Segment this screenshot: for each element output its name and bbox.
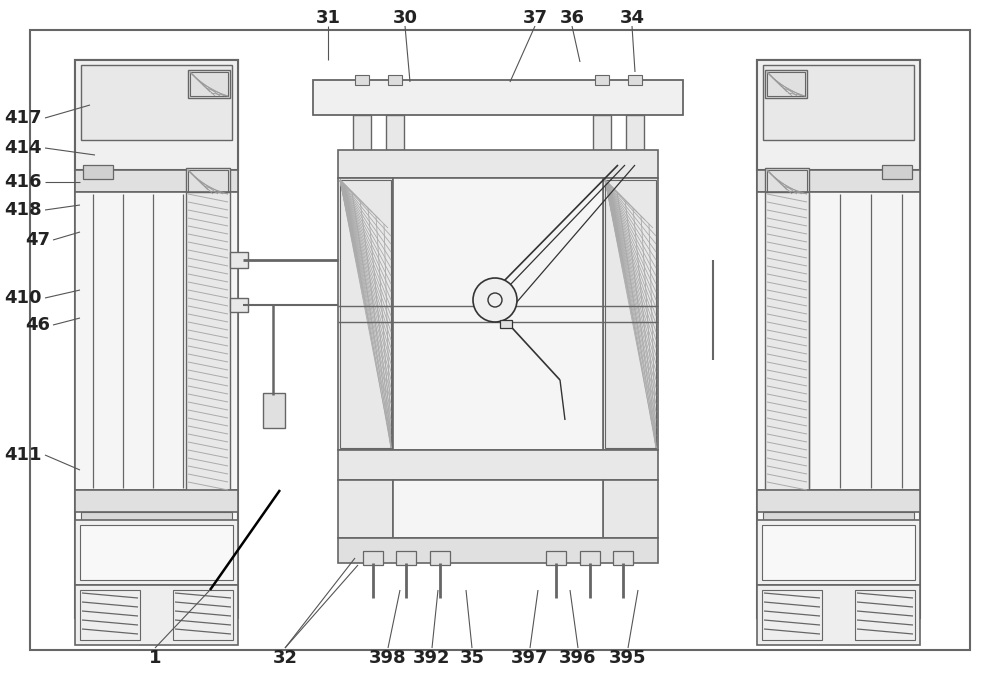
Bar bbox=[393, 480, 603, 538]
Text: 410: 410 bbox=[5, 289, 42, 307]
Text: 36: 36 bbox=[560, 9, 584, 27]
Bar bbox=[388, 75, 402, 85]
Bar bbox=[765, 168, 809, 196]
Bar bbox=[338, 480, 393, 538]
Bar bbox=[313, 80, 683, 115]
Bar bbox=[603, 178, 658, 450]
Bar bbox=[626, 115, 644, 150]
Bar bbox=[263, 393, 285, 428]
Text: 416: 416 bbox=[5, 173, 42, 191]
Text: 47: 47 bbox=[25, 231, 50, 249]
Text: 397: 397 bbox=[511, 649, 549, 667]
Bar bbox=[230, 298, 248, 312]
Bar bbox=[757, 60, 920, 618]
Bar bbox=[338, 450, 658, 480]
Bar bbox=[186, 168, 230, 196]
Text: 418: 418 bbox=[4, 201, 42, 219]
Bar bbox=[340, 180, 391, 448]
Bar bbox=[80, 525, 233, 580]
Bar bbox=[75, 170, 238, 192]
Bar bbox=[363, 551, 383, 565]
Bar bbox=[81, 65, 232, 140]
Bar bbox=[628, 75, 642, 85]
Bar bbox=[757, 170, 920, 192]
Text: 31: 31 bbox=[316, 9, 340, 27]
Text: 417: 417 bbox=[5, 109, 42, 127]
Bar bbox=[580, 551, 600, 565]
Bar bbox=[75, 192, 238, 490]
Bar bbox=[763, 512, 914, 520]
Bar bbox=[757, 520, 920, 585]
Bar bbox=[757, 490, 920, 512]
Text: 34: 34 bbox=[620, 9, 644, 27]
Text: 35: 35 bbox=[460, 649, 484, 667]
Bar bbox=[83, 165, 113, 179]
Text: 1: 1 bbox=[149, 649, 161, 667]
Bar bbox=[190, 72, 228, 96]
Circle shape bbox=[473, 278, 517, 322]
Bar bbox=[765, 70, 807, 98]
Bar bbox=[75, 490, 238, 512]
Bar bbox=[81, 512, 232, 520]
Bar bbox=[762, 525, 915, 580]
Bar bbox=[386, 115, 404, 150]
Bar bbox=[338, 178, 393, 450]
Text: 396: 396 bbox=[559, 649, 597, 667]
Bar bbox=[80, 590, 140, 640]
Bar bbox=[882, 165, 912, 179]
Bar bbox=[173, 590, 233, 640]
Text: 392: 392 bbox=[413, 649, 451, 667]
Bar bbox=[593, 115, 611, 150]
Bar bbox=[757, 192, 920, 490]
Bar bbox=[230, 252, 248, 268]
Bar bbox=[855, 590, 915, 640]
Bar bbox=[355, 75, 369, 85]
Bar bbox=[603, 480, 658, 538]
Bar bbox=[595, 75, 609, 85]
Text: 30: 30 bbox=[392, 9, 418, 27]
Text: 46: 46 bbox=[25, 316, 50, 334]
Bar bbox=[393, 178, 603, 450]
Bar bbox=[762, 590, 822, 640]
Bar bbox=[75, 520, 238, 585]
Bar bbox=[546, 551, 566, 565]
Bar bbox=[757, 60, 920, 170]
Text: 414: 414 bbox=[5, 139, 42, 157]
Text: 395: 395 bbox=[609, 649, 647, 667]
Bar bbox=[353, 115, 371, 150]
Bar bbox=[605, 180, 656, 448]
Text: 411: 411 bbox=[5, 446, 42, 464]
Bar bbox=[338, 538, 658, 563]
Bar bbox=[757, 585, 920, 645]
Bar bbox=[75, 60, 238, 618]
Text: 37: 37 bbox=[522, 9, 548, 27]
Bar bbox=[767, 170, 807, 194]
Text: 398: 398 bbox=[369, 649, 407, 667]
Bar bbox=[188, 70, 230, 98]
Bar bbox=[500, 320, 512, 328]
Bar bbox=[765, 192, 809, 490]
Bar bbox=[430, 551, 450, 565]
Bar bbox=[763, 65, 914, 140]
Bar bbox=[75, 585, 238, 645]
Bar bbox=[613, 551, 633, 565]
Bar bbox=[396, 551, 416, 565]
Bar bbox=[338, 150, 658, 178]
Bar bbox=[186, 192, 230, 490]
Text: 32: 32 bbox=[272, 649, 298, 667]
Bar bbox=[75, 60, 238, 170]
Bar bbox=[188, 170, 228, 194]
Bar bbox=[767, 72, 805, 96]
